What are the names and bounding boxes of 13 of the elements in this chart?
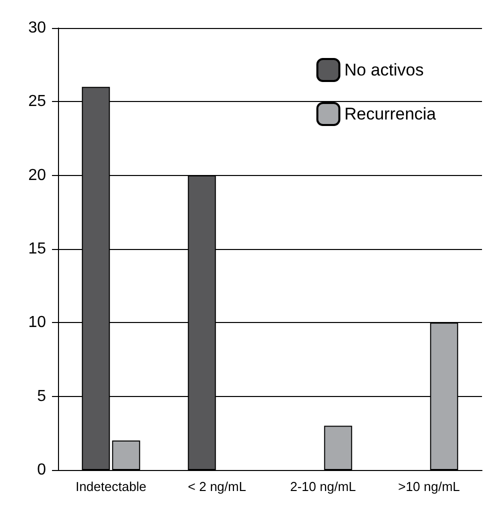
legend-label: Recurrencia (344, 104, 437, 124)
y-tick-label: 0 (37, 462, 46, 478)
y-tick-label: 10 (28, 314, 46, 332)
x-tick-label: < 2 ng/mL (188, 479, 246, 494)
x-tick-label: 2-10 ng/mL (290, 479, 356, 494)
y-tick-label: 15 (28, 240, 46, 258)
x-tick-label: Indetectable (76, 479, 146, 494)
y-tick-label: 5 (37, 388, 46, 405)
legend-label: No activos (344, 60, 424, 80)
y-tick-label: 25 (28, 93, 46, 110)
x-tick-label: >10 ng/mL (398, 479, 460, 494)
y-tick-label: 30 (28, 20, 46, 36)
y-tick-label: 20 (28, 166, 46, 184)
